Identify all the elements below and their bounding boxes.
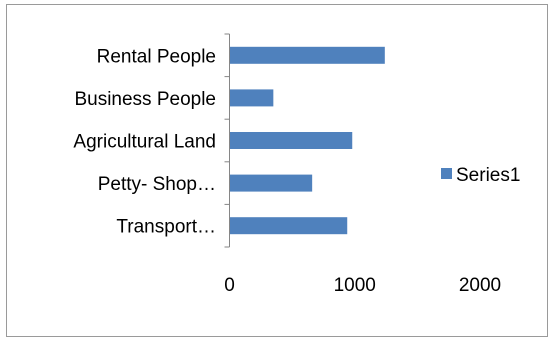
- x-tick-label: 1000: [334, 275, 376, 296]
- legend: Series1: [441, 165, 520, 186]
- legend-label: Series1: [456, 165, 520, 186]
- category-label: Rental People: [97, 46, 216, 67]
- bar: [229, 46, 385, 64]
- x-tick-label: 2000: [459, 275, 501, 296]
- x-tick-label: 0: [224, 275, 235, 296]
- bar: [229, 174, 313, 192]
- category-label: Petty- Shop…: [98, 174, 216, 195]
- bar: [229, 89, 274, 107]
- legend-swatch: [441, 168, 452, 179]
- category-label: Agricultural Land: [73, 132, 216, 153]
- category-label: Business People: [74, 89, 216, 110]
- bar: [229, 217, 348, 235]
- category-label: Transport…: [116, 217, 216, 238]
- bar: [229, 132, 353, 149]
